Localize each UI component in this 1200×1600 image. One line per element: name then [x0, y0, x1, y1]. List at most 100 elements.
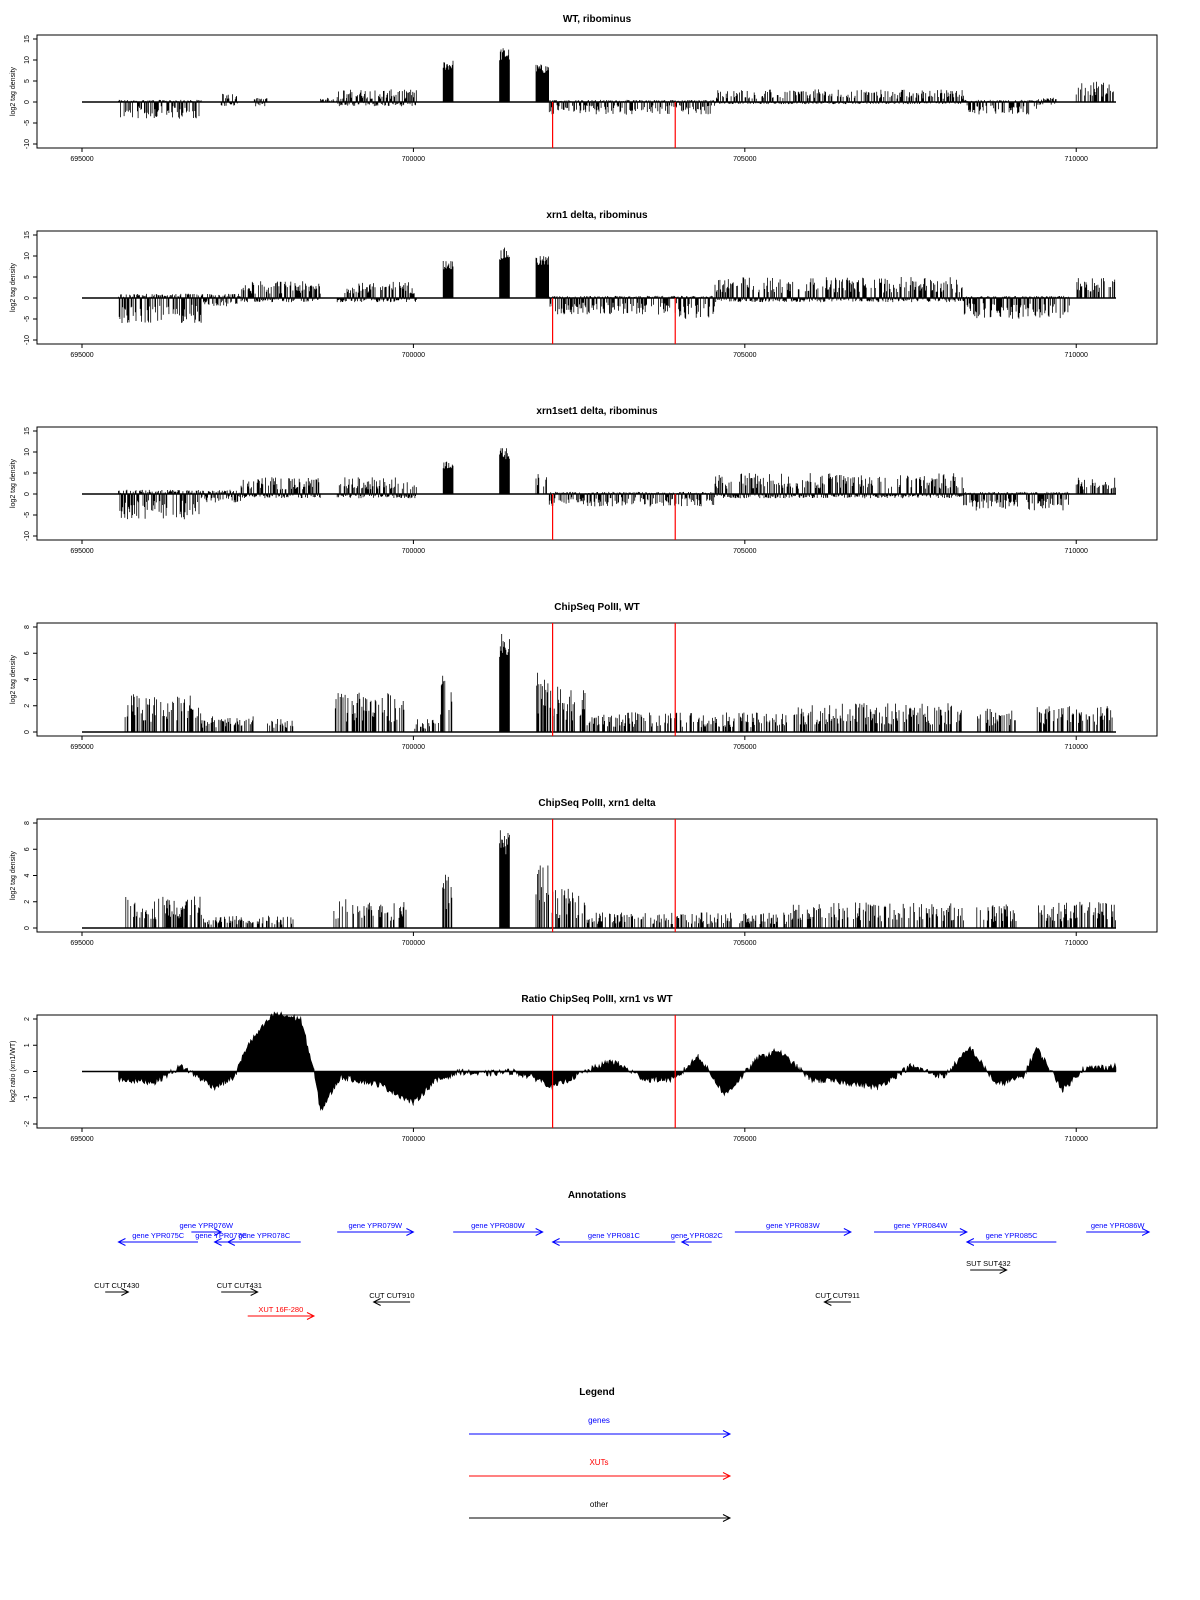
y-tick-label: 0	[24, 296, 31, 300]
annotation-label: CUT CUT911	[815, 1291, 860, 1300]
x-tick-label: 705000	[733, 940, 756, 947]
x-tick-label: 705000	[733, 744, 756, 751]
y-tick-label: 5	[24, 471, 31, 475]
y-tick-label: 10	[24, 56, 31, 64]
legend-arrowhead	[722, 1472, 732, 1480]
x-tick-label: 700000	[402, 548, 425, 555]
y-tick-label: 6	[24, 651, 31, 655]
annotation-cut-cut431: CUT CUT431	[217, 1281, 262, 1296]
y-tick-label: 8	[24, 821, 31, 825]
annotation-arrowhead	[999, 1266, 1008, 1274]
x-tick-label: 695000	[70, 548, 93, 555]
legend-arrowhead	[722, 1514, 732, 1522]
y-axis-label: log2 tag density	[10, 66, 17, 116]
chart-title: xrn1set1 delta, ribominus	[536, 406, 658, 417]
x-tick-label: 705000	[733, 1136, 756, 1143]
annotation-arrowhead	[213, 1238, 222, 1246]
annotation-arrowhead	[226, 1238, 236, 1246]
x-tick-label: 710000	[1065, 548, 1088, 555]
annotation-label: CUT CUT431	[217, 1281, 262, 1290]
annotation-arrowhead	[213, 1228, 223, 1236]
y-axis-label: log2 tag density	[10, 458, 17, 508]
y-tick-label: 0	[24, 1069, 31, 1073]
chart-title: ChipSeq PolII, xrn1 delta	[538, 798, 656, 809]
x-tick-label: 700000	[402, 744, 425, 751]
signal-bars	[118, 48, 1114, 119]
annotation-gene-ypr078c: gene YPR078C	[226, 1231, 301, 1246]
legend-title: Legend	[579, 1387, 615, 1398]
signal-bars	[124, 634, 1113, 732]
annotation-arrowhead	[680, 1238, 690, 1246]
annotation-label: gene YPR084W	[894, 1221, 949, 1230]
annotation-arrowhead	[117, 1238, 126, 1246]
annotation-gene-ypr083w: gene YPR083W	[734, 1221, 852, 1236]
y-axis-label: log2 tag density	[10, 850, 17, 900]
annotation-label: gene YPR082C	[671, 1231, 724, 1240]
annotation-arrowhead	[551, 1238, 560, 1246]
chart-panel-1: WT, ribominus -10 -5 0 5 10 15 log2 tag density…	[10, 14, 1158, 163]
y-tick-label: 10	[24, 252, 31, 260]
y-tick-label: 0	[24, 492, 31, 496]
chart-panel-2: xrn1 delta, ribominus -10 -5 0 5 10 15 log2 tag…	[10, 210, 1158, 359]
x-tick-label: 695000	[70, 940, 93, 947]
y-tick-label: -5	[24, 316, 31, 322]
plot-frame	[36, 230, 1158, 345]
legend-label: XUTs	[589, 1458, 608, 1467]
chart-title: ChipSeq PolII, WT	[554, 602, 640, 613]
ratio-area	[118, 1011, 1117, 1111]
x-tick-label: 700000	[402, 940, 425, 947]
annotation-label: SUT SUT432	[966, 1259, 1010, 1268]
annotation-arrowhead	[959, 1228, 968, 1236]
signal-bars	[118, 448, 1116, 520]
annotation-sut-sut432: SUT SUT432	[966, 1259, 1011, 1274]
y-tick-label: 15	[24, 427, 31, 435]
y-axis-label: log2 tag density	[10, 654, 17, 704]
y-tick-label: -5	[24, 512, 31, 518]
y-tick-label: 15	[24, 35, 31, 43]
annotation-arrowhead	[306, 1312, 316, 1320]
annotation-gene-ypr079w: gene YPR079W	[337, 1221, 415, 1236]
plot-frame	[36, 426, 1158, 541]
annotation-label: gene YPR079W	[348, 1221, 403, 1230]
annotation-gene-ypr077c: gene YPR077C	[195, 1231, 248, 1246]
annotation-label: gene YPR076W	[179, 1221, 234, 1230]
y-axis-label: log2 ratio (xrn1/WT)	[10, 1041, 17, 1103]
annotation-label: gene YPR085C	[986, 1231, 1039, 1240]
x-tick-label: 695000	[70, 352, 93, 359]
annotation-arrowhead	[535, 1228, 544, 1236]
annotation-xut-16f-280: XUT 16F-280	[247, 1305, 316, 1320]
annotation-label: gene YPR075C	[132, 1231, 185, 1240]
annotation-cut-cut911: CUT CUT911	[815, 1291, 860, 1306]
annotation-cut-cut910: CUT CUT910	[369, 1291, 415, 1306]
chart-panel-5: ChipSeq PolII, xrn1 delta 0 2 4 6 8 log2 tag d…	[10, 798, 1158, 947]
signal-bars	[118, 247, 1116, 323]
x-tick-label: 705000	[733, 548, 756, 555]
annotation-gene-ypr084w: gene YPR084W	[874, 1221, 968, 1236]
annotation-arrowhead	[121, 1288, 130, 1296]
y-tick-label: 4	[24, 873, 31, 877]
x-tick-label: 710000	[1065, 744, 1088, 751]
chart-panel-4: ChipSeq PolII, WT 0 2 4 6 8 log2 tag density 69…	[10, 602, 1158, 751]
legend-label: genes	[588, 1416, 610, 1425]
annotation-arrowhead	[823, 1298, 832, 1306]
legend-panel: Legend genes XUTs other	[469, 1387, 732, 1522]
x-tick-label: 700000	[402, 352, 425, 359]
y-tick-label: 4	[24, 677, 31, 681]
annotation-label: XUT 16F-280	[258, 1305, 303, 1314]
chart-panel-6: Ratio ChipSeq PolII, xrn1 vs WT -2 -1 0 1 2 lo…	[10, 994, 1158, 1143]
annotation-label: gene YPR083W	[766, 1221, 821, 1230]
x-tick-label: 695000	[70, 1136, 93, 1143]
annotation-cut-cut430: CUT CUT430	[94, 1281, 139, 1296]
x-tick-label: 710000	[1065, 940, 1088, 947]
y-axis-label: log2 tag density	[10, 262, 17, 312]
annotation-arrowhead	[372, 1298, 381, 1306]
y-tick-label: -5	[24, 120, 31, 126]
x-tick-label: 705000	[733, 156, 756, 163]
y-tick-label: -1	[24, 1095, 31, 1101]
x-tick-label: 700000	[402, 1136, 425, 1143]
legend-arrowhead	[722, 1430, 732, 1438]
annotation-gene-ypr081c: gene YPR081C	[551, 1231, 676, 1246]
x-tick-label: 695000	[70, 156, 93, 163]
